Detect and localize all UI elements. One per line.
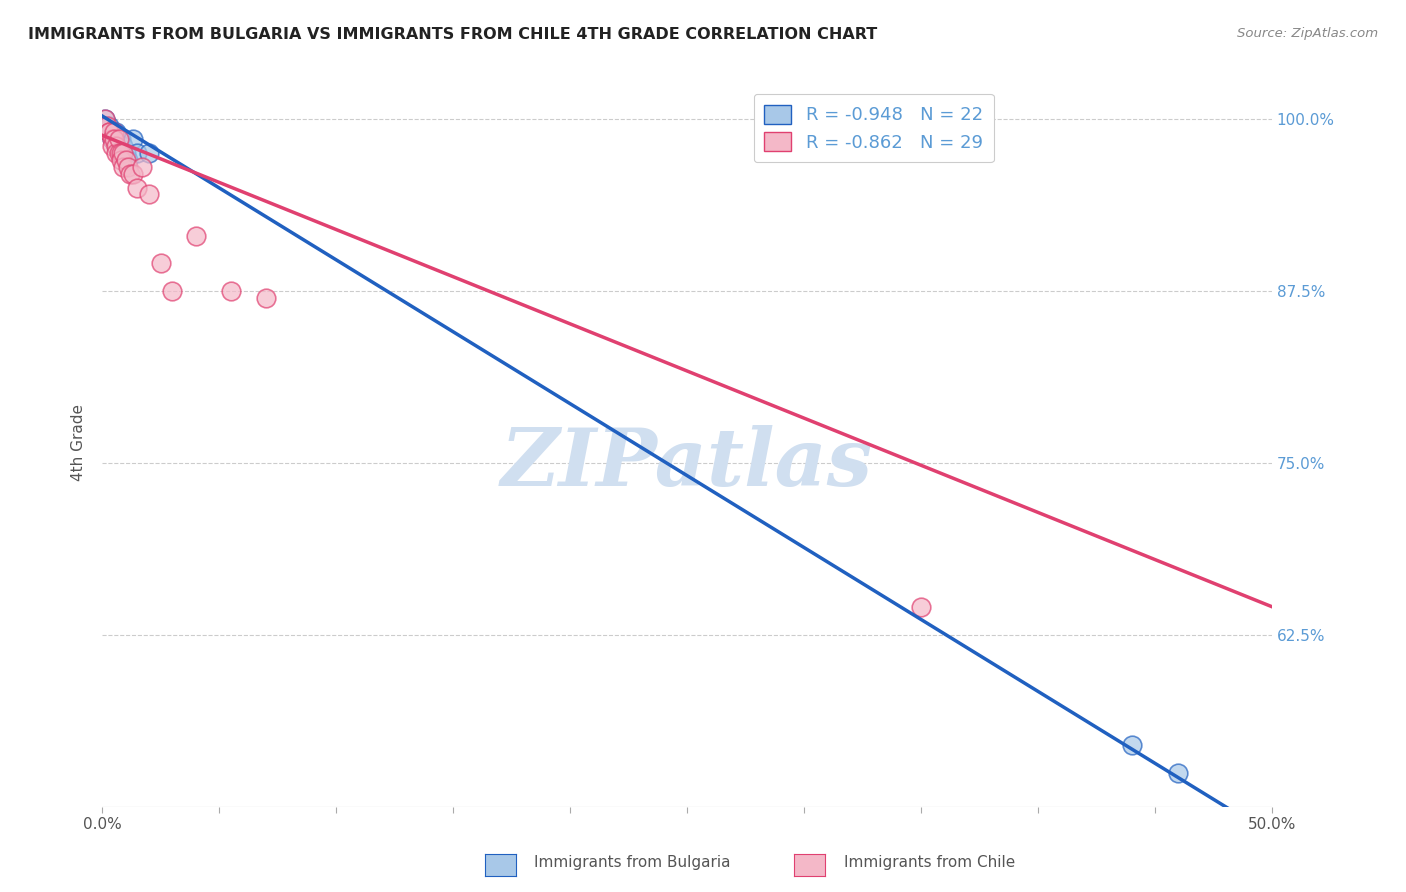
- Point: [103, 126, 125, 140]
- Point: [117, 160, 139, 174]
- Point: [110, 146, 132, 161]
- Point: [103, 132, 125, 146]
- Point: [254, 291, 277, 305]
- Point: [114, 153, 136, 167]
- Point: [96, 119, 118, 133]
- Point: [100, 132, 122, 146]
- Y-axis label: 4th Grade: 4th Grade: [72, 404, 86, 481]
- Point: [107, 132, 129, 146]
- Point: [149, 256, 172, 270]
- Point: [127, 180, 149, 194]
- Point: [120, 167, 142, 181]
- Point: [114, 146, 136, 161]
- Point: [1167, 765, 1189, 780]
- Point: [100, 132, 122, 146]
- Point: [110, 132, 132, 146]
- Point: [105, 139, 128, 153]
- Point: [138, 146, 160, 161]
- Point: [112, 160, 135, 174]
- Point: [98, 119, 121, 133]
- Point: [127, 146, 149, 161]
- Point: [121, 132, 143, 146]
- Point: [100, 139, 122, 153]
- Text: IMMIGRANTS FROM BULGARIA VS IMMIGRANTS FROM CHILE 4TH GRADE CORRELATION CHART: IMMIGRANTS FROM BULGARIA VS IMMIGRANTS F…: [28, 27, 877, 42]
- Point: [98, 126, 121, 140]
- Point: [103, 132, 125, 146]
- Point: [131, 160, 153, 174]
- Point: [105, 139, 128, 153]
- Point: [93, 112, 115, 126]
- Text: Immigrants from Chile: Immigrants from Chile: [844, 855, 1015, 870]
- Point: [96, 119, 118, 133]
- Point: [107, 146, 129, 161]
- Point: [93, 112, 115, 126]
- Point: [162, 284, 184, 298]
- Point: [117, 153, 139, 167]
- Text: ZIPatlas: ZIPatlas: [501, 425, 873, 503]
- Point: [121, 167, 143, 181]
- Point: [219, 284, 242, 298]
- Point: [1121, 738, 1143, 752]
- Text: Immigrants from Bulgaria: Immigrants from Bulgaria: [534, 855, 731, 870]
- Text: Source: ZipAtlas.com: Source: ZipAtlas.com: [1237, 27, 1378, 40]
- Point: [112, 146, 135, 161]
- Point: [107, 132, 129, 146]
- Point: [105, 126, 128, 140]
- Point: [105, 146, 128, 161]
- Point: [103, 126, 125, 140]
- Point: [107, 139, 129, 153]
- Point: [138, 187, 160, 202]
- Point: [98, 126, 121, 140]
- Legend: R = -0.948   N = 22, R = -0.862   N = 29: R = -0.948 N = 22, R = -0.862 N = 29: [754, 94, 994, 162]
- Point: [98, 126, 121, 140]
- Point: [184, 228, 207, 243]
- Point: [112, 139, 135, 153]
- Point: [100, 126, 122, 140]
- Point: [110, 153, 132, 167]
- Point: [110, 146, 132, 161]
- Point: [910, 600, 932, 615]
